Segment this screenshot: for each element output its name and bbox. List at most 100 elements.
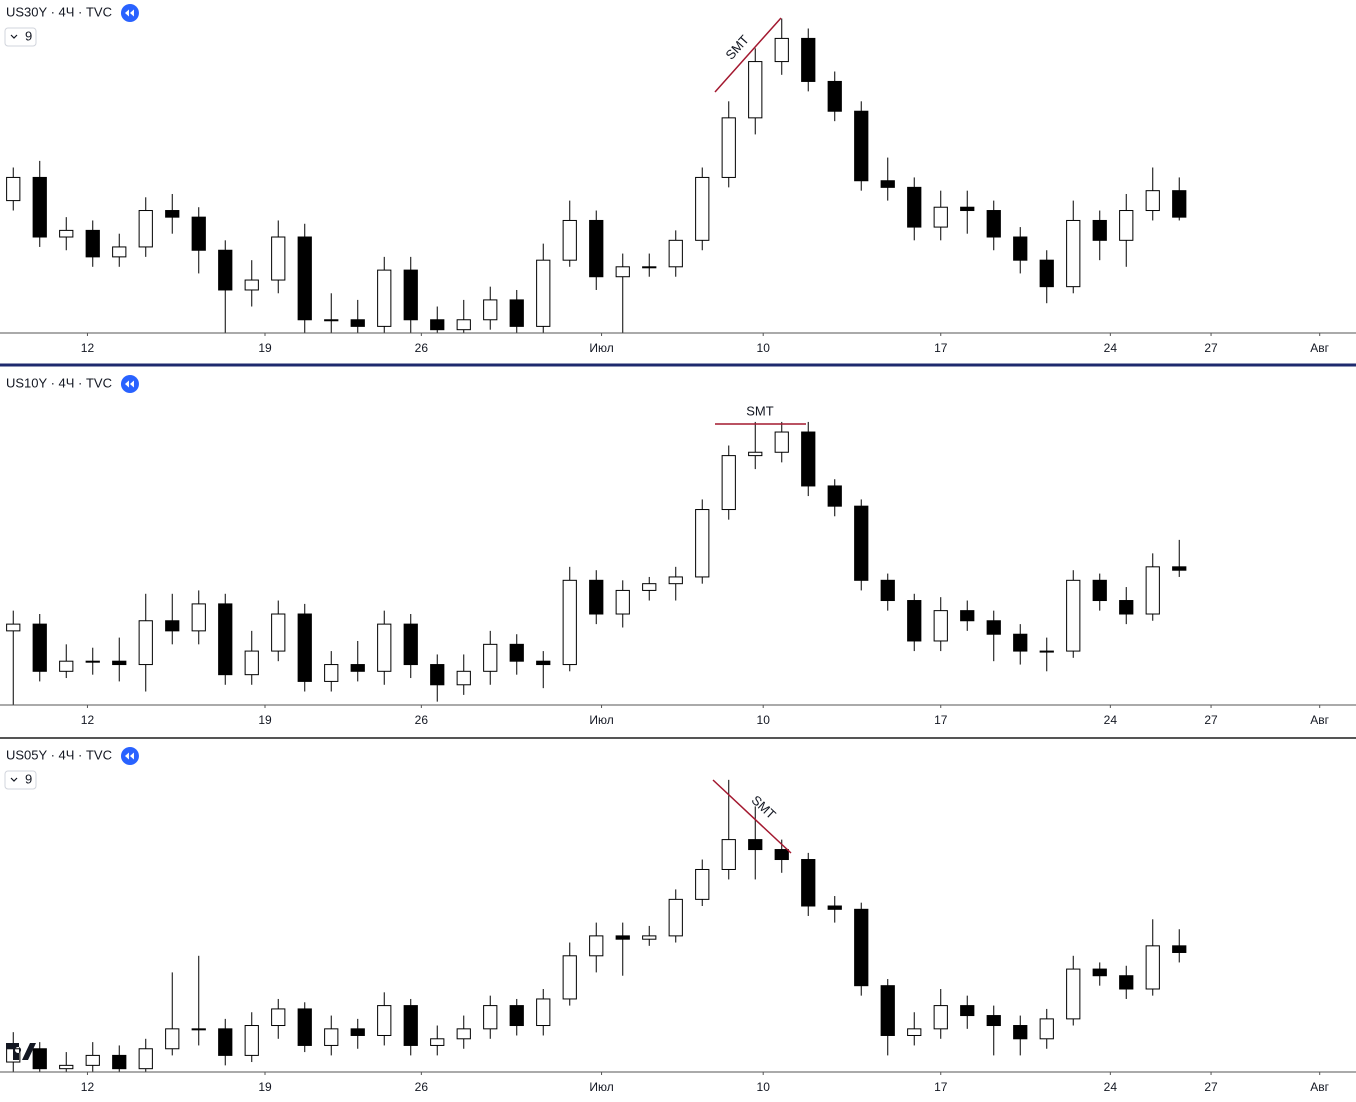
- candle-body: [668, 239, 683, 268]
- candle-body: [1039, 650, 1054, 653]
- candle-body: [562, 955, 577, 1000]
- candle-body: [297, 236, 312, 321]
- candle-body: [986, 1015, 1001, 1027]
- candle-body: [748, 61, 763, 119]
- candle-body: [774, 37, 789, 63]
- candle-body: [880, 985, 895, 1036]
- candle-body: [721, 839, 736, 870]
- candle-body: [827, 80, 842, 112]
- x-tick-label: 26: [415, 713, 429, 727]
- candle-body: [1119, 600, 1134, 615]
- candle-body: [377, 623, 392, 672]
- candle-body: [615, 935, 630, 940]
- badge-count: 9: [25, 28, 32, 43]
- candle-body: [138, 210, 153, 248]
- candle-body: [165, 210, 180, 218]
- candle-body: [1145, 566, 1160, 615]
- candle-body: [668, 576, 683, 585]
- x-tick-label: 12: [81, 341, 95, 355]
- candle-body: [191, 1028, 206, 1031]
- candle-body: [589, 219, 604, 278]
- candle-body: [1172, 566, 1187, 571]
- candle-body: [59, 1064, 74, 1070]
- candle-body: [721, 117, 736, 178]
- candle-body: [112, 246, 127, 258]
- x-tick-label: 27: [1204, 341, 1218, 355]
- candle-body: [403, 623, 418, 666]
- x-tick-label: 17: [934, 713, 948, 727]
- candle-body: [748, 451, 763, 457]
- candle-body: [165, 1028, 180, 1050]
- candle-body: [324, 664, 339, 682]
- candle-body: [165, 620, 180, 632]
- x-tick-label: 27: [1204, 713, 1218, 727]
- chart-title: US30Y · 4Ч · TVC: [6, 4, 112, 19]
- candle-body: [854, 908, 869, 987]
- smt-line: [714, 17, 782, 93]
- x-tick-label: 19: [258, 341, 272, 355]
- candle-body: [403, 269, 418, 321]
- candle-body: [377, 269, 392, 327]
- candle-body: [933, 206, 948, 228]
- candle-body: [218, 249, 233, 291]
- candle-body: [695, 868, 710, 900]
- x-tick-label: 19: [258, 713, 272, 727]
- candle-body: [509, 643, 524, 662]
- candle-body: [1066, 579, 1081, 652]
- candle-body: [138, 620, 153, 666]
- candle-body: [1066, 219, 1081, 288]
- candle-body: [112, 660, 127, 666]
- x-tick-label: 10: [757, 1080, 771, 1094]
- candle-body: [854, 505, 869, 581]
- candle-body: [244, 1025, 259, 1056]
- candle-body: [695, 509, 710, 578]
- candle-body: [1145, 190, 1160, 212]
- candle-body: [986, 620, 1001, 635]
- candle-body: [695, 176, 710, 241]
- candle-body: [244, 279, 259, 291]
- candle-body: [218, 603, 233, 676]
- x-tick-label: Июл: [589, 1080, 613, 1094]
- candle-body: [642, 935, 657, 940]
- replay-glyph: [124, 752, 134, 760]
- candle-body: [324, 319, 339, 322]
- x-tick-label: 27: [1204, 1080, 1218, 1094]
- candle-body: [1039, 259, 1054, 288]
- badge-count: 9: [25, 771, 32, 786]
- candle-body: [907, 600, 922, 642]
- tradingview-logo: [6, 1043, 36, 1060]
- candle-body: [668, 898, 683, 937]
- candle-body: [801, 859, 816, 907]
- x-tick-label: 26: [415, 341, 429, 355]
- x-tick-label: 24: [1104, 1080, 1118, 1094]
- x-tick-label: 10: [757, 341, 771, 355]
- candle-body: [85, 660, 100, 663]
- smt-label: SMT: [722, 32, 752, 62]
- candle-body: [774, 431, 789, 453]
- x-tick-label: Авг: [1310, 1080, 1329, 1094]
- candle-body: [297, 1008, 312, 1046]
- candle-body: [1092, 968, 1107, 977]
- x-tick-label: Июл: [589, 713, 613, 727]
- candle-body: [933, 610, 948, 642]
- candle-body: [350, 319, 365, 327]
- candle-body: [1013, 633, 1028, 652]
- badge-chevron: [10, 777, 18, 782]
- candle-body: [536, 998, 551, 1027]
- x-tick-label: Авг: [1310, 341, 1329, 355]
- x-tick-label: 24: [1104, 713, 1118, 727]
- x-tick-label: 26: [415, 1080, 429, 1094]
- candle-body: [509, 1005, 524, 1027]
- candle-body: [1092, 579, 1107, 602]
- candle-body: [6, 176, 21, 202]
- candle-body: [6, 623, 21, 632]
- indicator-badge: [4, 770, 37, 790]
- candle-body: [801, 37, 816, 82]
- indicator-badge: [4, 27, 37, 47]
- candle-body: [986, 210, 1001, 238]
- candle-body: [271, 1008, 286, 1027]
- smt-line: [712, 779, 792, 854]
- candle-body: [536, 660, 551, 666]
- candle-body: [880, 180, 895, 188]
- candle-body: [960, 206, 975, 212]
